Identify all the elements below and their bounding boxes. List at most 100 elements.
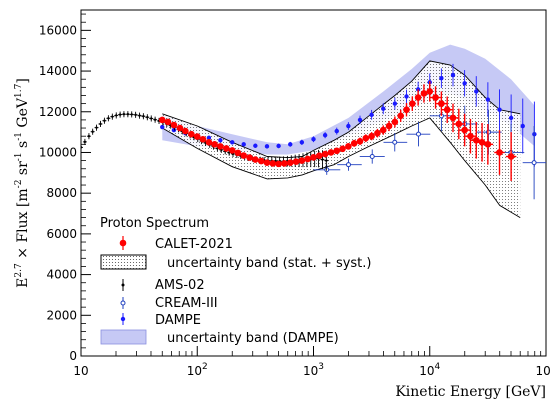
calet-point	[321, 150, 329, 158]
calet-point	[252, 156, 259, 163]
ams-point	[86, 133, 91, 140]
legend-entry-dampe-band: uncertainty band (DAMPE)	[100, 329, 339, 346]
legend-label-dampe-band: uncertainty band (DAMPE)	[167, 331, 339, 346]
ams-point	[141, 113, 146, 120]
y-tick-label: 6000	[46, 227, 77, 241]
plot-area	[81, 44, 546, 218]
calet-band-lower-edge	[162, 117, 521, 218]
dampe-point	[404, 89, 409, 104]
legend-label-cream: CREAM-III	[155, 296, 218, 311]
legend-marker-dampe	[120, 313, 126, 325]
dampe-point	[264, 144, 270, 149]
ams-point	[153, 116, 158, 123]
legend-title: Proton Spectrum	[100, 216, 209, 231]
legend-entry-dampe: DAMPE	[120, 313, 201, 328]
calet-point	[356, 137, 364, 145]
dampe-point	[299, 139, 305, 145]
legend-label-dampe: DAMPE	[155, 313, 201, 328]
ams-point	[90, 128, 95, 135]
x-axis-title: Kinetic Energy [GeV]	[395, 384, 546, 400]
calet-point	[298, 157, 306, 164]
legend-marker-ams	[121, 279, 125, 291]
legend: Proton Spectrum CALET-2021 uncertainty b…	[100, 216, 371, 346]
cream-point	[406, 121, 431, 147]
calet-point	[304, 155, 311, 163]
calet-point	[482, 123, 494, 165]
x-tick-label: 105	[535, 362, 551, 378]
calet-point	[182, 127, 189, 135]
calet-uncertainty-band	[162, 60, 521, 218]
x-tick-label: 103	[303, 362, 324, 378]
calet-point	[188, 130, 195, 138]
calet-point	[228, 147, 236, 154]
cream-series	[313, 100, 546, 200]
calet-point	[269, 160, 277, 167]
x-tick-label: 10	[73, 364, 88, 378]
calet-point	[345, 143, 352, 150]
calet-point	[170, 121, 178, 129]
dampe-point	[160, 124, 165, 130]
legend-marker-cream	[120, 297, 126, 309]
calet-point	[436, 91, 447, 116]
ams-point	[129, 111, 134, 118]
dampe-point	[218, 138, 223, 143]
calet-point	[292, 158, 300, 165]
calet-point	[494, 130, 505, 175]
calet-point	[240, 152, 248, 159]
calet-point	[368, 132, 375, 141]
x-tick-label: 102	[187, 362, 208, 378]
y-axis-title: E2.7 × Flux [m-2 sr-1 s-1 GeV1.7]	[14, 78, 31, 288]
ams-point	[94, 124, 99, 131]
calet-point	[459, 113, 470, 147]
dampe-point	[276, 143, 281, 149]
calet-point	[310, 154, 317, 161]
calet-point	[217, 143, 224, 150]
ams-point	[121, 111, 126, 118]
dampe-point	[334, 127, 339, 135]
calet-series	[158, 81, 517, 181]
dampe-point	[241, 142, 246, 147]
ams-point	[149, 115, 154, 122]
dampe-point	[474, 76, 479, 107]
dampe-point	[485, 82, 491, 117]
calet-point	[379, 125, 387, 135]
ams-point	[106, 115, 111, 122]
calet-point	[275, 160, 282, 168]
ams-point	[137, 112, 142, 119]
calet-point	[339, 145, 346, 153]
calet-point	[409, 96, 416, 111]
calet-point	[453, 108, 465, 140]
dampe-point	[462, 70, 467, 97]
dampe-point	[439, 68, 444, 88]
y-tick-label: 2000	[46, 308, 77, 322]
dampe-point	[322, 132, 328, 139]
y-tick-label: 16000	[39, 23, 77, 37]
calet-point	[397, 109, 404, 122]
dampe-series	[160, 63, 537, 167]
legend-label-ams: AMS-02	[155, 278, 205, 293]
calet-point	[281, 160, 288, 167]
calet-point	[430, 86, 441, 109]
legend-label-calet: CALET-2021	[155, 237, 233, 252]
ams-point	[118, 111, 123, 118]
legend-marker-calet	[119, 236, 127, 250]
calet-point	[426, 81, 434, 102]
calet-point	[465, 118, 476, 154]
y-tick-label: 4000	[46, 268, 77, 282]
calet-point	[385, 120, 393, 132]
dampe-point	[288, 141, 293, 147]
dampe-point	[520, 98, 525, 154]
dampe-point	[450, 63, 456, 87]
calet-point	[441, 96, 453, 123]
calet-band-upper-edge	[162, 60, 521, 159]
calet-point	[374, 128, 381, 138]
dampe-point	[392, 97, 398, 110]
ams-point	[133, 111, 138, 118]
legend-entry-cream: CREAM-III	[120, 296, 218, 311]
calet-point	[316, 152, 323, 160]
calet-point	[223, 145, 230, 152]
dampe-point	[346, 122, 351, 130]
ams-point	[102, 117, 107, 124]
dampe-point	[369, 109, 374, 120]
legend-label-calet-band: uncertainty band (stat. + syst.)	[167, 256, 371, 271]
